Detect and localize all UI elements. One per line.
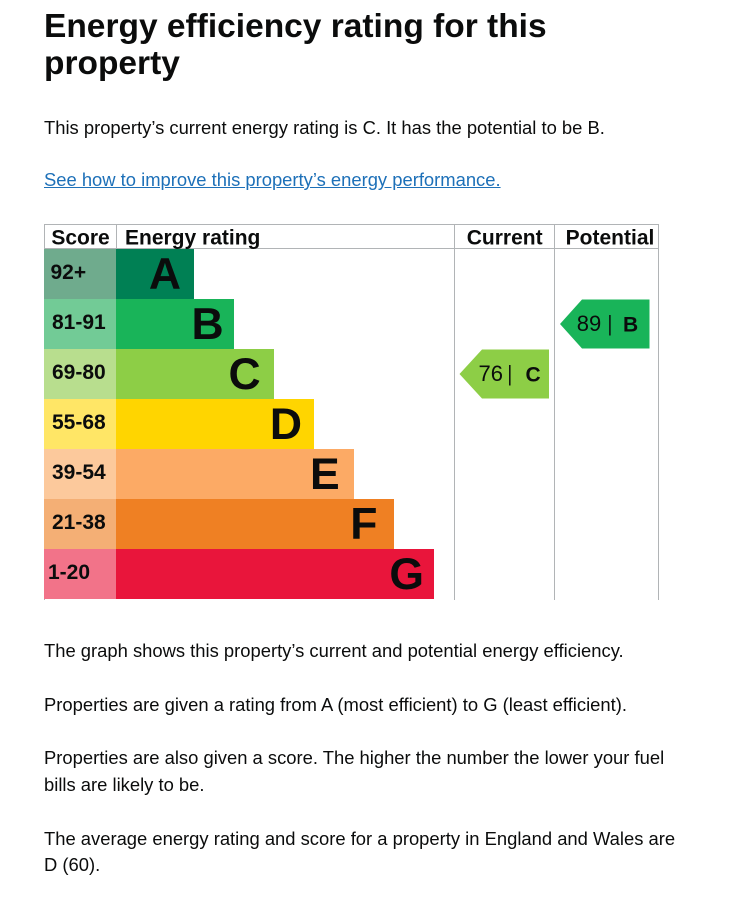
svg-text:76: 76	[479, 361, 503, 386]
svg-text:55-68: 55-68	[52, 411, 106, 434]
svg-text:1-20: 1-20	[48, 561, 90, 584]
svg-text:B: B	[623, 314, 638, 337]
svg-text:E: E	[310, 450, 340, 499]
svg-text:C: C	[229, 350, 261, 399]
svg-text:F: F	[350, 500, 377, 549]
svg-text:39-54: 39-54	[52, 461, 106, 484]
svg-text:Current: Current	[467, 227, 543, 250]
svg-text:Energy rating: Energy rating	[125, 227, 260, 250]
svg-text:A: A	[149, 250, 181, 299]
svg-text:92+: 92+	[51, 261, 87, 284]
svg-text:C: C	[526, 364, 541, 387]
svg-text:81-91: 81-91	[52, 311, 106, 334]
svg-text:G: G	[389, 550, 424, 599]
svg-text:89: 89	[577, 311, 601, 336]
svg-text:69-80: 69-80	[52, 361, 106, 384]
svg-text:Score: Score	[51, 227, 109, 250]
svg-text:D: D	[270, 400, 302, 449]
svg-text:B: B	[192, 300, 224, 349]
svg-text:Potential: Potential	[566, 227, 655, 250]
svg-text:21-38: 21-38	[52, 511, 106, 534]
